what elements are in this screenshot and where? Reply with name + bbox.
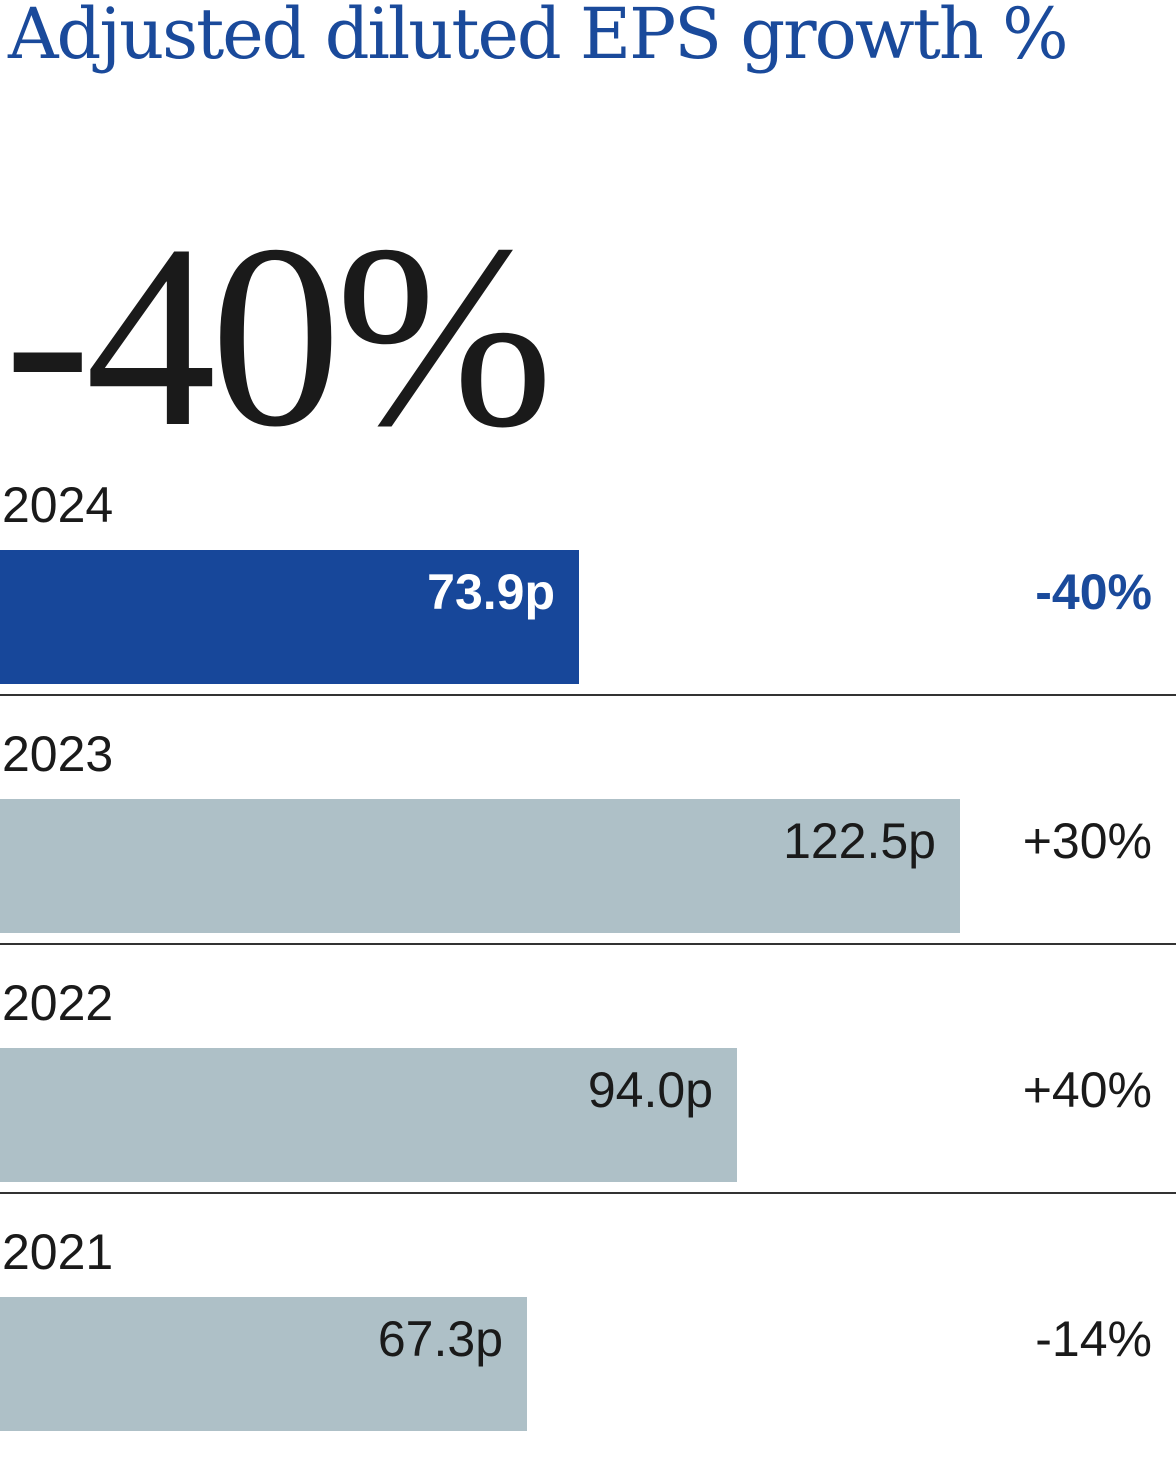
growth-label: -40% <box>1035 564 1152 620</box>
bar-2021 <box>0 1297 527 1431</box>
bar-row-2022: 2022 94.0p +40% <box>0 968 1176 1217</box>
year-label: 2024 <box>2 477 114 533</box>
row-divider <box>0 1192 1176 1194</box>
bar-value-label: 73.9p <box>427 564 555 620</box>
growth-label: +30% <box>1022 813 1152 869</box>
growth-label: -14% <box>1035 1311 1152 1367</box>
bar-row-2023: 2023 122.5p +30% <box>0 719 1176 968</box>
bar-2023 <box>0 799 960 933</box>
bar-2024 <box>0 550 579 684</box>
row-divider <box>0 694 1176 696</box>
year-label: 2021 <box>2 1224 114 1280</box>
year-label: 2023 <box>2 726 114 782</box>
chart-title: Adjusted diluted EPS growth % <box>8 0 1069 75</box>
bar-row-2021: 2021 67.3p -14% <box>0 1217 1176 1466</box>
bar-value-label: 67.3p <box>377 1311 503 1367</box>
year-label: 2022 <box>2 975 114 1031</box>
bar-value-label: 94.0p <box>587 1062 713 1118</box>
bar-row-2024: 2024 73.9p -40% <box>0 470 1176 719</box>
row-divider <box>0 943 1176 945</box>
eps-bar-chart: 2024 73.9p -40% 2023 122.5p +30% 2022 94.0p +40%… <box>0 470 1176 1445</box>
growth-label: +40% <box>1022 1062 1152 1118</box>
bar-2022 <box>0 1048 737 1182</box>
bar-value-label: 122.5p <box>783 813 936 869</box>
headline-growth-value: -40% <box>4 191 553 481</box>
